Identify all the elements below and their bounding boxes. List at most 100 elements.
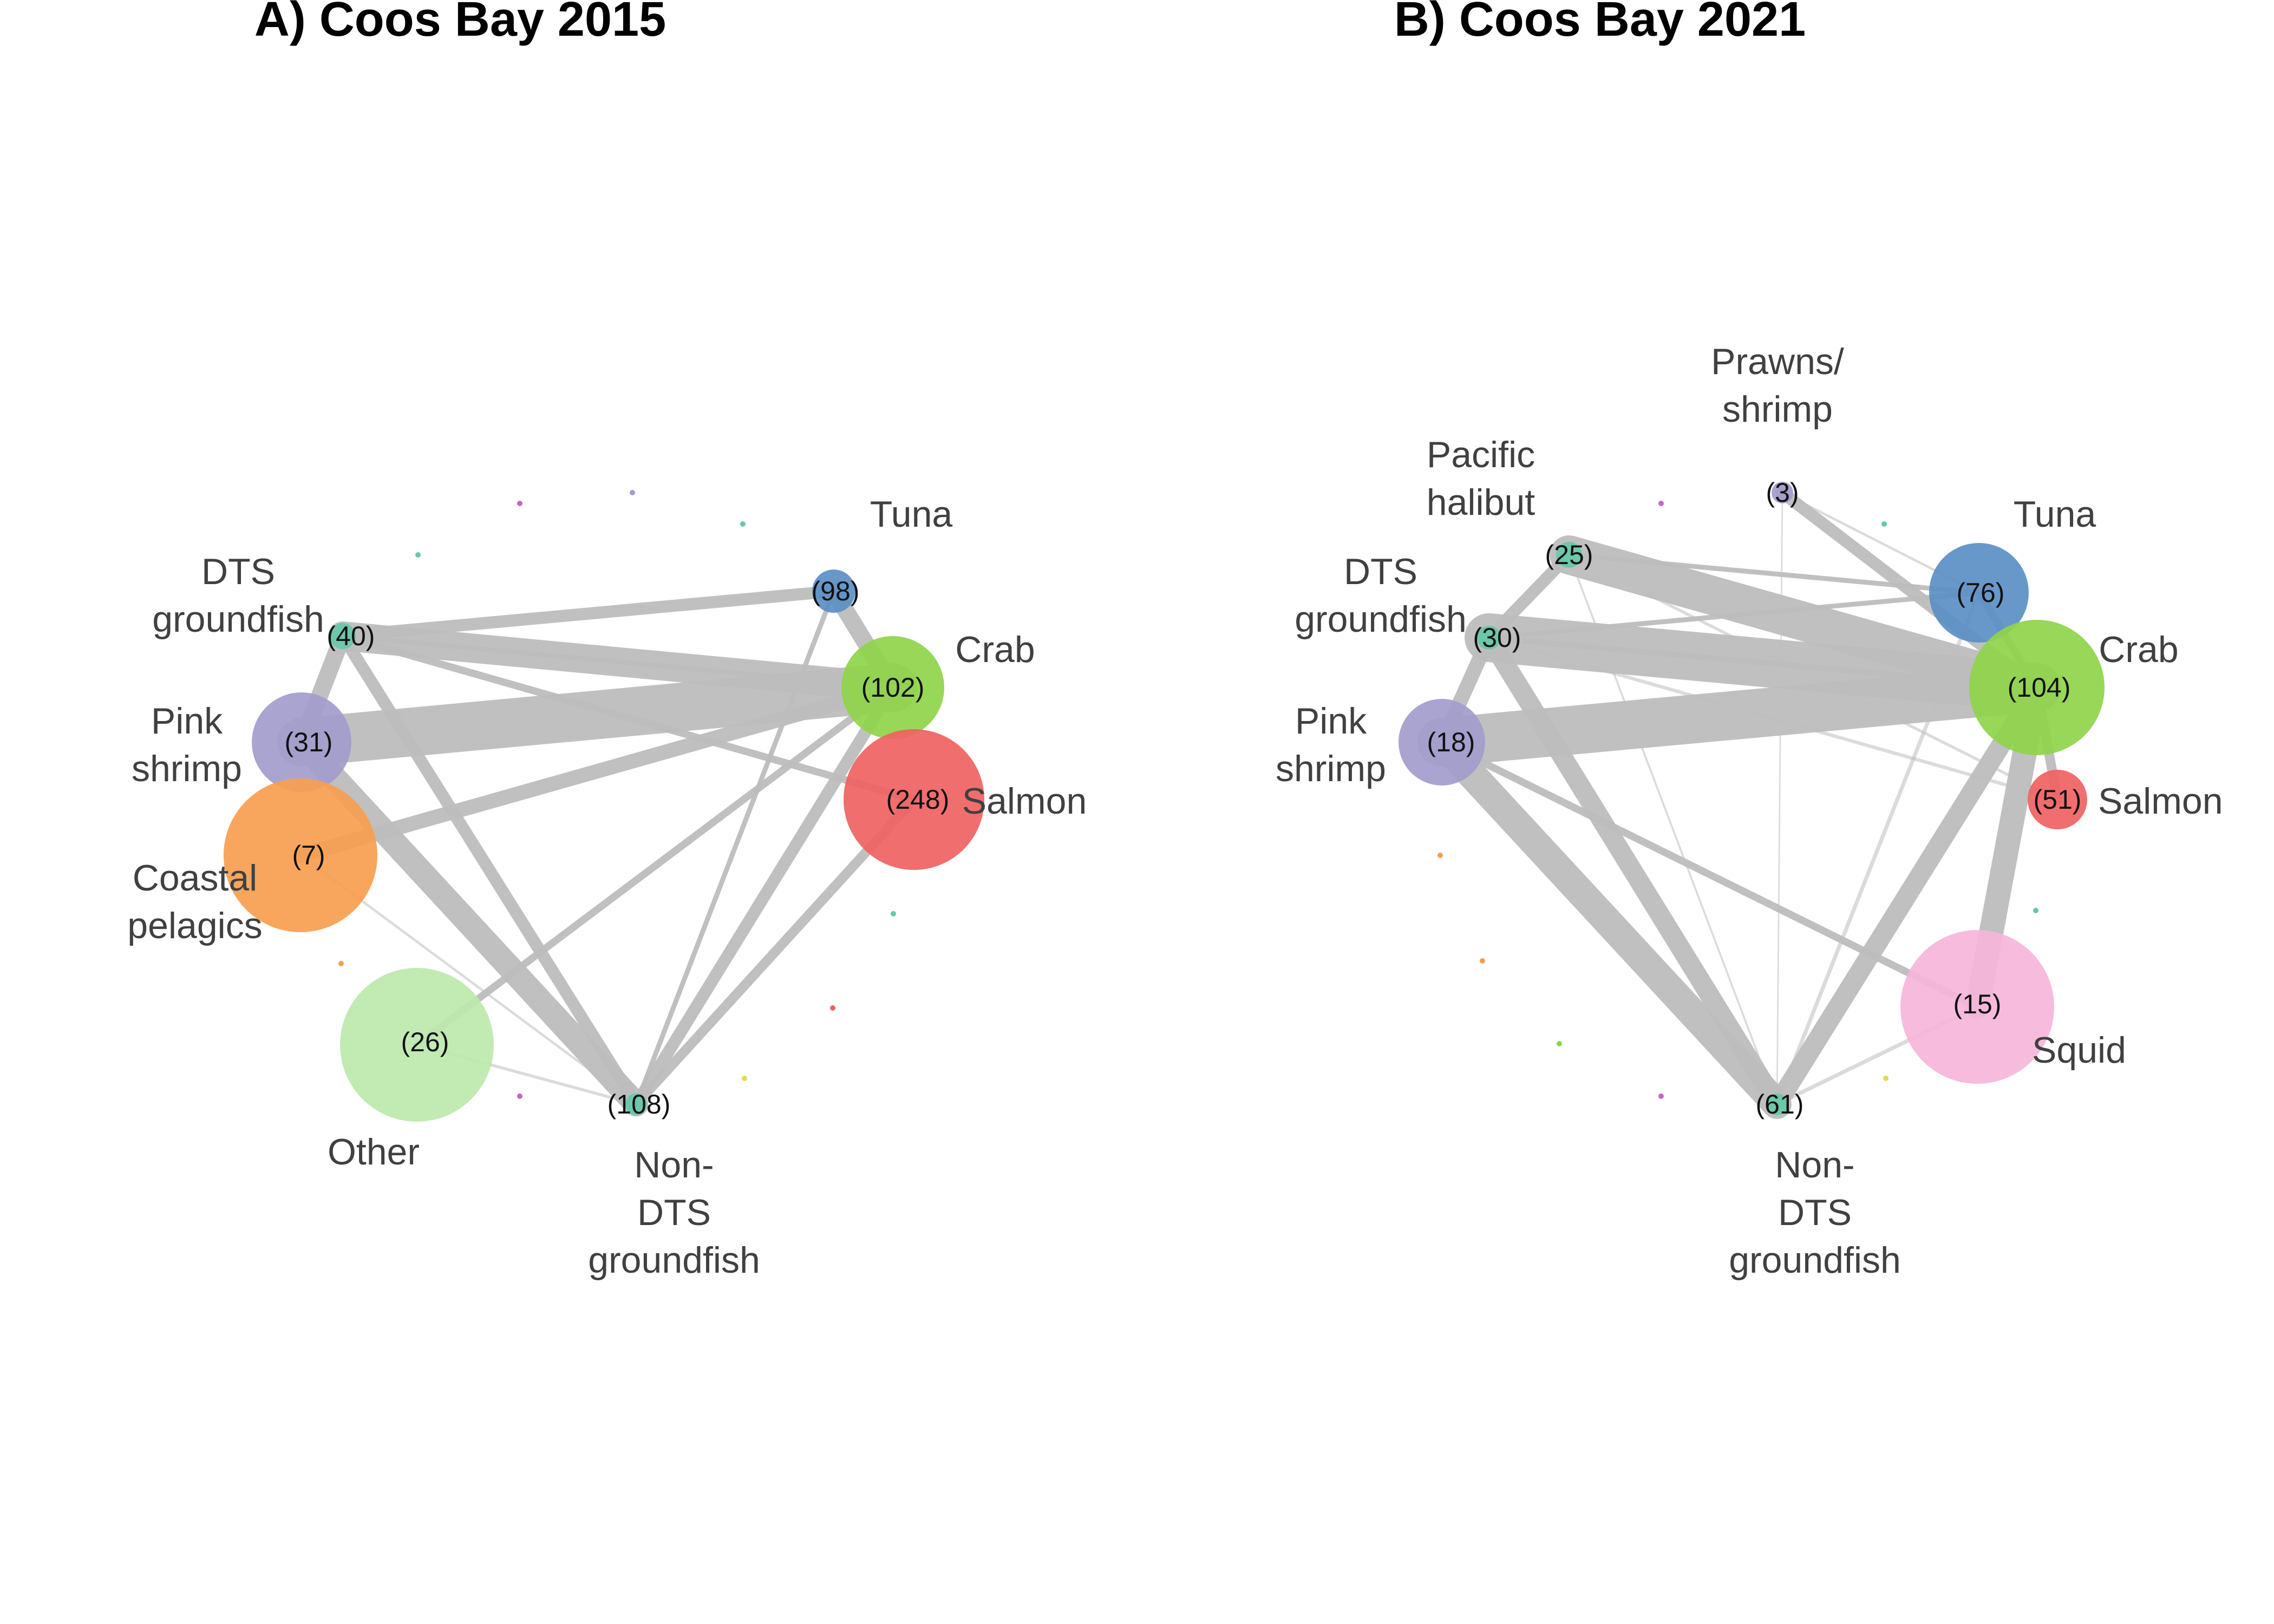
node-circle-salmon — [2028, 770, 2087, 829]
node-circle-salmon — [844, 729, 984, 870]
decorative-dot — [517, 1093, 522, 1099]
edge-dts-crab — [340, 633, 896, 690]
node-tuna: (76) Tuna — [1929, 494, 2096, 643]
decorative-dots — [338, 490, 896, 1099]
node-circle-tuna — [812, 569, 855, 613]
edge-dts-salmon — [1487, 636, 2060, 802]
node-layer: (98) Tuna (102) Crab (248) Salmon (40) DTS groun… — [127, 494, 1087, 1281]
node-label-other: Other — [328, 1131, 420, 1173]
edge-halibut-crab — [1550, 535, 2056, 707]
node-label-nondts: groundfish — [588, 1240, 760, 1281]
node-other: (26) Other — [328, 968, 494, 1173]
decorative-dot — [1883, 1076, 1889, 1081]
node-value-crab: (104) — [2008, 672, 2071, 703]
node-value-dts: (40) — [327, 621, 375, 651]
node-halibut: (25) Pacific halibut — [1427, 434, 1593, 570]
node-value-tuna: (76) — [1957, 578, 2005, 608]
edge-halibut-salmon — [1567, 553, 2059, 801]
decorative-dot — [1480, 958, 1485, 964]
node-label-halibut: halibut — [1427, 482, 1535, 523]
panel-title: A) Coos Bay 2015 — [254, 0, 666, 47]
edge-crab-nondts — [1767, 678, 2047, 1114]
edge-crab-other — [413, 684, 897, 1049]
node-circle-halibut — [1556, 542, 1582, 568]
node-value-dts: (30) — [1473, 623, 1521, 653]
node-label-pink: Pink — [151, 700, 223, 742]
node-crab: (102) Crab — [841, 629, 1035, 739]
node-label-tuna: Tuna — [2014, 494, 2096, 535]
node-circle-nondts — [1766, 1093, 1788, 1115]
node-label-pink: shrimp — [132, 748, 242, 789]
node-label-dts: groundfish — [1295, 599, 1467, 640]
node-label-dts: DTS — [1344, 551, 1417, 592]
edge-dts-salmon — [339, 632, 918, 803]
node-pink: (18) Pink shrimp — [1276, 699, 1485, 789]
panel-coos-bay-2015: A) Coos Bay 2015 (98) Tuna (102) Crab (248) S… — [127, 0, 1087, 1281]
node-label-nondts: Non- — [634, 1144, 714, 1186]
node-circle-crab — [1969, 620, 2105, 755]
decorative-dot — [1658, 1093, 1664, 1099]
edge-halibut-nondts — [1568, 554, 1778, 1105]
node-value-prawns: (3) — [1766, 477, 1799, 508]
decorative-dot — [517, 501, 522, 506]
node-value-pink: (31) — [285, 727, 333, 757]
node-label-coastal: Coastal — [133, 857, 258, 899]
panel-title: B) Coos Bay 2021 — [1394, 0, 1806, 47]
node-pink: (31) Pink shrimp — [132, 692, 351, 792]
node-label-halibut: Pacific — [1427, 434, 1535, 475]
decorative-dot — [1557, 1041, 1562, 1046]
edge-pink-nondts — [1427, 728, 1792, 1119]
node-circle-tuna — [1929, 543, 2029, 643]
node-value-coastal: (7) — [292, 840, 325, 870]
node-circle-other — [340, 968, 494, 1122]
edge-dts-nondts — [336, 630, 643, 1111]
node-value-squid: (15) — [1953, 989, 2002, 1019]
node-circle-squid — [1900, 930, 2054, 1084]
node-value-nondts: (61) — [1756, 1089, 1804, 1119]
node-dts: (40) DTS groundfish — [152, 551, 375, 651]
node-layer: (3) Prawns/shrimp (25) Pacific halibut (76) Tu… — [1276, 341, 2223, 1281]
decorative-dot — [2033, 908, 2038, 913]
node-salmon: (51) Salmon — [2028, 770, 2223, 829]
edge-pink-nondts — [289, 730, 649, 1117]
node-value-tuna: (98) — [812, 576, 860, 606]
decorative-dot — [1437, 853, 1443, 858]
edge-halibut-tuna — [1566, 552, 1982, 595]
node-value-salmon: (51) — [2034, 784, 2082, 815]
edge-layer — [277, 582, 919, 1117]
node-coastal: (7) Coastal pelagics — [127, 778, 377, 946]
edge-crab-nondts — [630, 681, 899, 1111]
node-label-dts: DTS — [201, 551, 275, 592]
edge-tuna-nondts — [1775, 591, 1981, 1106]
edge-dts-tuna — [1486, 590, 1982, 640]
node-label-pink: shrimp — [1276, 748, 1386, 789]
node-label-salmon: Salmon — [962, 781, 1087, 822]
node-value-halibut: (25) — [1545, 540, 1593, 570]
node-prawns: (3) Prawns/shrimp — [1711, 341, 1844, 508]
node-value-other: (26) — [401, 1027, 449, 1057]
decorative-dot — [630, 490, 635, 495]
node-crab: (104) Crab — [1969, 620, 2179, 755]
node-circle-prawns — [1772, 482, 1793, 503]
node-label-tuna: Tuna — [870, 494, 953, 535]
node-label-prawns: shrimp — [1722, 389, 1833, 430]
node-nondts: (61) Non- DTS groundfish — [1729, 1089, 1901, 1281]
decorative-dot — [740, 521, 746, 527]
node-circle-pink — [1399, 699, 1485, 785]
node-circle-dts — [330, 623, 356, 649]
node-squid: (15) Squid — [1900, 930, 2126, 1084]
node-label-coastal: pelagics — [127, 905, 263, 946]
node-label-prawns: Prawns/ — [1711, 341, 1844, 382]
panel-coos-bay-2021: B) Coos Bay 2021 (3) Prawns/shrimp (25) Pac… — [1276, 0, 2223, 1281]
node-label-pink: Pink — [1295, 700, 1367, 742]
edge-dts-nondts — [1479, 628, 1787, 1114]
node-label-nondts: DTS — [1778, 1192, 1852, 1233]
node-value-nondts: (108) — [607, 1089, 671, 1119]
edge-crab-coastal — [293, 680, 900, 863]
node-tuna: (98) Tuna — [812, 494, 953, 613]
node-circle-nondts — [625, 1093, 647, 1115]
node-circle-dts — [1477, 626, 1501, 650]
node-circle-crab — [841, 636, 944, 739]
decorative-dot — [891, 911, 896, 916]
decorative-dot — [1658, 501, 1664, 506]
